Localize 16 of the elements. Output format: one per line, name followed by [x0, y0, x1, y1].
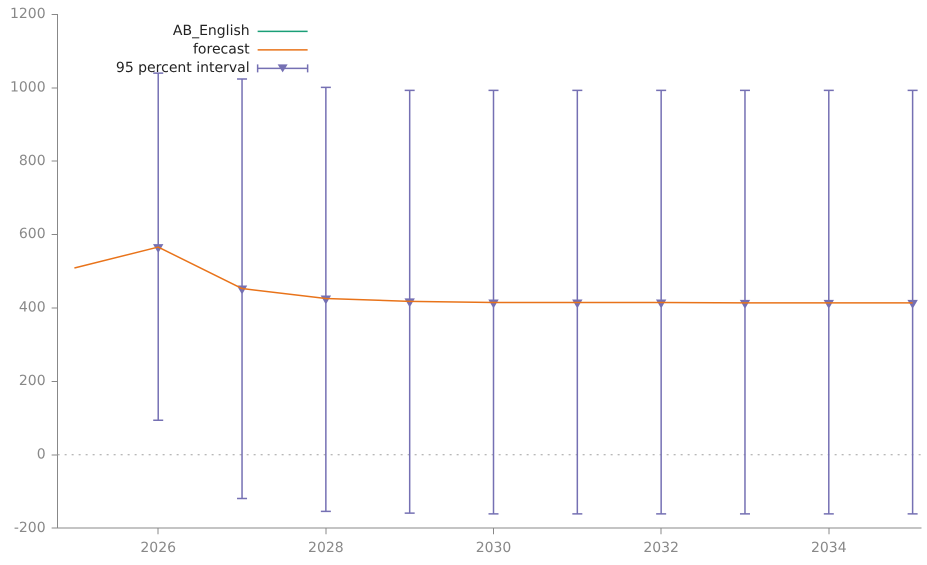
y-tick-label: -200: [14, 520, 46, 536]
y-tick-label: 1200: [10, 6, 46, 22]
x-tick-label: 2032: [643, 540, 679, 556]
x-tick-label: 2034: [810, 540, 847, 556]
y-tick-label: 200: [18, 373, 46, 390]
y-tick-label: 600: [18, 226, 46, 242]
y-tick-label: 400: [18, 300, 46, 316]
legend-label: AB_English: [172, 23, 250, 40]
x-tick-label: 2028: [308, 540, 344, 556]
x-tick-label: 2026: [140, 540, 176, 556]
y-tick-label: 800: [18, 152, 46, 169]
legend-label: forecast: [193, 42, 250, 58]
y-tick-label: 1000: [10, 79, 46, 96]
x-tick-label: 2030: [476, 540, 512, 556]
legend-label: 95 percent interval: [116, 60, 250, 76]
y-tick-label: 0: [36, 446, 46, 462]
